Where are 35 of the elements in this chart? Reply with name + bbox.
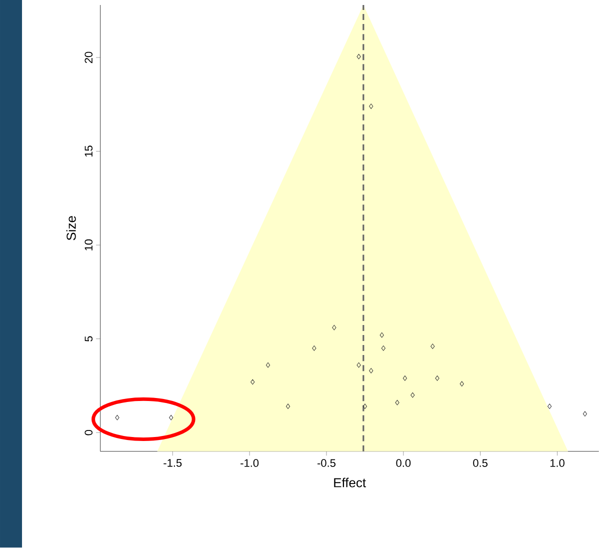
y-axis-title: Size xyxy=(66,216,76,240)
x-tick-label: 0.5 xyxy=(473,459,488,468)
y-tick-label: 0 xyxy=(84,430,93,436)
point xyxy=(582,411,588,417)
x-tick-label: 1.0 xyxy=(550,459,564,468)
y-tick-label: 10 xyxy=(84,240,93,251)
point xyxy=(381,346,386,352)
point xyxy=(395,400,400,406)
point xyxy=(332,325,336,330)
x-tick-label: -1.5 xyxy=(164,459,182,467)
point xyxy=(548,404,552,410)
x-axis-title: Effect xyxy=(334,478,366,488)
y-tick-label: 5 xyxy=(84,336,93,342)
point xyxy=(115,415,120,420)
point xyxy=(312,346,316,352)
y-tick-label: 20 xyxy=(84,52,93,64)
point xyxy=(356,54,361,60)
point xyxy=(380,332,384,338)
point xyxy=(369,104,374,110)
point xyxy=(250,379,255,385)
x-tick-label: -0.5 xyxy=(317,459,336,468)
point xyxy=(169,415,174,420)
point xyxy=(356,362,361,368)
x-tick-label: -1.0 xyxy=(240,459,259,468)
y-tick-label: 15 xyxy=(84,146,93,157)
point xyxy=(460,381,464,387)
point xyxy=(402,376,407,382)
point xyxy=(410,392,415,398)
point xyxy=(266,362,270,368)
x-tick-label: 0.0 xyxy=(396,459,411,468)
point xyxy=(362,404,367,410)
point xyxy=(369,368,374,374)
point xyxy=(435,376,440,382)
point xyxy=(286,404,290,410)
point xyxy=(430,344,435,350)
